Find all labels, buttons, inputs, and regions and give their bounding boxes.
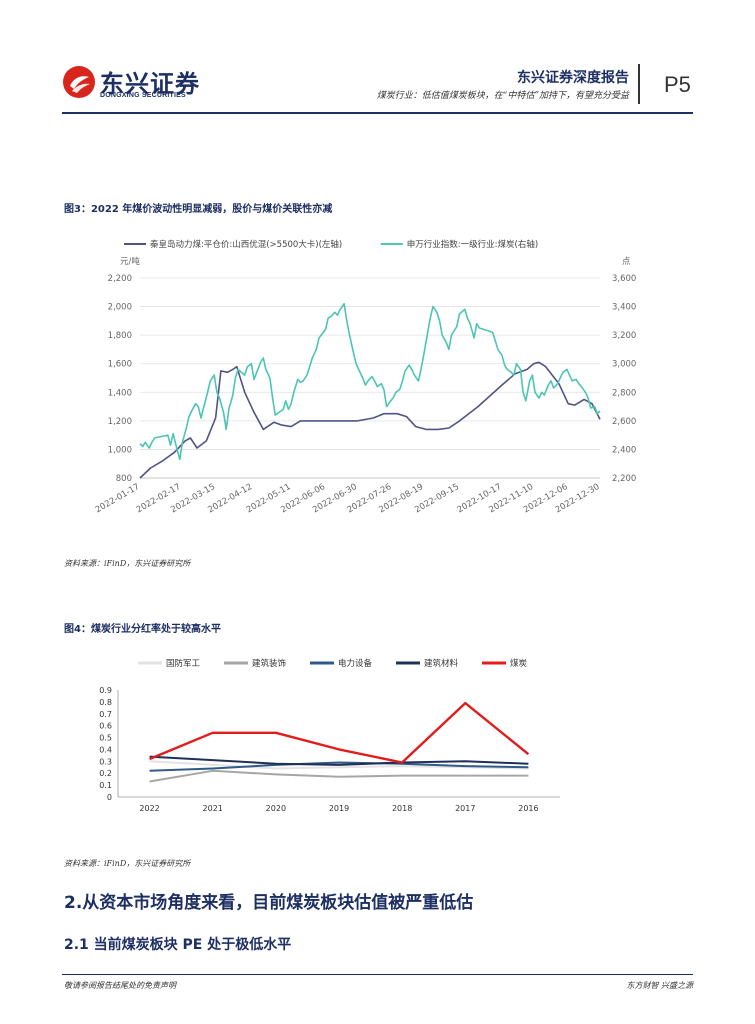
y-right-tick-label: 2,600 bbox=[612, 417, 636, 427]
series-line bbox=[149, 701, 530, 764]
series-line bbox=[149, 761, 529, 772]
legend-label: 建筑材料 bbox=[424, 658, 459, 669]
y-tick-label: 0 bbox=[107, 793, 112, 802]
y-left-tick-label: 1,000 bbox=[108, 445, 132, 455]
legend-label: 国防军工 bbox=[166, 658, 201, 669]
y-tick-label: 0.6 bbox=[99, 722, 112, 731]
x-tick-label: 2017 bbox=[455, 804, 475, 813]
series-line bbox=[139, 361, 601, 479]
logo-subtext: DONGXING SECURITIES bbox=[100, 92, 186, 99]
y-left-tick-label: 2,000 bbox=[108, 303, 132, 313]
y-left-tick-label: 800 bbox=[116, 474, 132, 484]
y-tick-label: 0.3 bbox=[99, 757, 112, 766]
figure4-source: 资料来源：iFinD，东兴证券研究所 bbox=[64, 859, 191, 868]
series-line bbox=[139, 302, 601, 461]
y-right-tick-label: 2,200 bbox=[612, 474, 636, 484]
y-right-tick-label: 3,200 bbox=[612, 331, 636, 341]
x-tick-label: 2019 bbox=[329, 804, 349, 813]
y-tick-label: 0.1 bbox=[99, 781, 112, 790]
y-left-tick-label: 1,800 bbox=[108, 331, 132, 341]
x-tick-label: 2022 bbox=[139, 804, 159, 813]
footer-disclaimer: 敬请参阅报告结尾处的免责声明 bbox=[64, 981, 176, 990]
y-tick-label: 0.9 bbox=[99, 686, 112, 695]
legend-label: 秦皇岛动力煤:平仓价:山西优混(>5500大卡)(左轴) bbox=[150, 239, 342, 250]
y-tick-label: 0.4 bbox=[99, 745, 112, 754]
page-number: P5 bbox=[664, 72, 691, 97]
legend-label: 电力设备 bbox=[338, 658, 373, 669]
legend-label: 煤炭 bbox=[510, 658, 528, 669]
footer-rule bbox=[62, 974, 693, 975]
y-right-unit: 点 bbox=[622, 257, 631, 267]
footer-slogan: 东方财智 兴盛之源 bbox=[626, 981, 693, 990]
figure3-title: 图3：2022 年煤价波动性明显减弱，股价与煤价关联性亦减 bbox=[64, 204, 333, 215]
y-left-unit: 元/吨 bbox=[120, 256, 140, 267]
legend-label: 申万行业指数:一级行业:煤炭(右轴) bbox=[407, 239, 538, 250]
y-tick-label: 0.8 bbox=[99, 698, 112, 707]
report-subtitle: 煤炭行业：低估值煤炭板块，在“中特估”加持下，有望充分受益 bbox=[376, 91, 629, 101]
logo-text: 东兴证券 bbox=[100, 70, 200, 98]
report-title: 东兴证券深度报告 bbox=[517, 70, 629, 86]
y-left-tick-label: 1,200 bbox=[108, 417, 132, 427]
y-tick-label: 0.2 bbox=[99, 769, 112, 778]
header-rule bbox=[62, 112, 693, 114]
x-tick-label: 2016 bbox=[518, 804, 538, 813]
x-tick-label: 2021 bbox=[203, 804, 223, 813]
y-left-tick-label: 2,200 bbox=[108, 274, 132, 284]
y-right-tick-label: 3,400 bbox=[612, 303, 636, 313]
y-left-tick-label: 1,600 bbox=[108, 360, 132, 370]
subsection-heading: 2.1 当前煤炭板块 PE 处于极低水平 bbox=[64, 937, 292, 953]
figure4-title: 图4：煤炭行业分红率处于较高水平 bbox=[64, 624, 221, 635]
section-heading: 2.从资本市场角度来看，目前煤炭板块估值被严重低估 bbox=[64, 893, 474, 913]
figure3-chart: 秦皇岛动力煤:平仓价:山西优混(>5500大卡)(左轴) 申万行业指数:一级行业:… bbox=[94, 239, 637, 515]
series-line bbox=[149, 769, 529, 783]
series-line bbox=[149, 760, 529, 770]
y-tick-label: 0.5 bbox=[99, 734, 112, 743]
logo-icon bbox=[63, 66, 95, 98]
x-tick-label: 2022-01-17 bbox=[94, 482, 142, 515]
y-tick-label: 0.7 bbox=[99, 710, 112, 719]
figure4-chart: 国防军工 建筑装饰 电力设备 建筑材料 煤炭 0.9 0.8 0.7 0.6 0.5 0.4 0.3 0… bbox=[99, 658, 560, 813]
legend-label: 建筑装饰 bbox=[252, 658, 287, 669]
y-right-tick-label: 3,000 bbox=[612, 360, 636, 370]
x-tick-label: 2020 bbox=[266, 804, 286, 813]
y-right-tick-label: 3,600 bbox=[612, 274, 636, 284]
x-tick-label: 2018 bbox=[392, 804, 412, 813]
y-right-tick-label: 2,800 bbox=[612, 388, 636, 398]
header: 东兴证券 DONGXING SECURITIES 东兴证券深度报告 煤炭行业：低… bbox=[0, 0, 755, 120]
y-left-tick-label: 1,400 bbox=[108, 388, 132, 398]
header-vertical-divider bbox=[638, 64, 640, 104]
figure3-source: 资料来源：iFinD，东兴证券研究所 bbox=[64, 559, 191, 568]
series-line bbox=[149, 755, 529, 766]
y-right-tick-label: 2,400 bbox=[612, 445, 636, 455]
